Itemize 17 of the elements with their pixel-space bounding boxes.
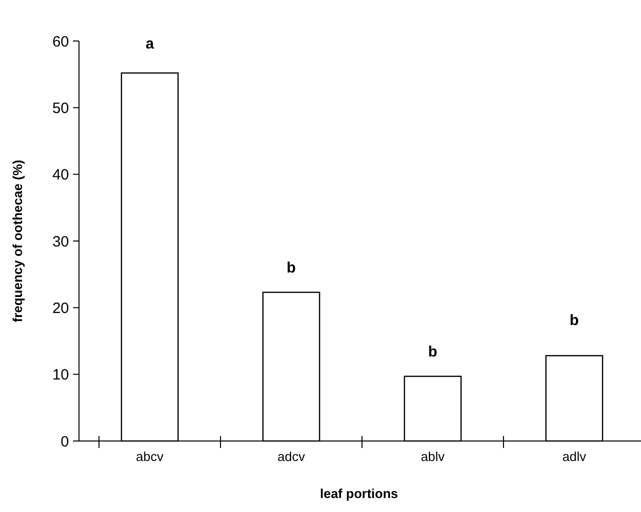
y-tick-label: 20 (52, 300, 69, 317)
x-tick-label: abcv (136, 449, 164, 464)
y-tick-label: 10 (52, 366, 69, 384)
y-tick-label: 40 (52, 166, 69, 184)
annotation: b (428, 344, 438, 361)
x-tick-label: ablv (420, 449, 446, 464)
y-axis-title: frequency of oothecae (%) (10, 160, 25, 322)
annotation: a (146, 35, 155, 52)
y-tick-label: 50 (52, 100, 69, 117)
y-tick-label: 0 (60, 433, 69, 450)
annotation: b (570, 312, 579, 329)
y-tick-label: 30 (52, 233, 69, 250)
x-axis-title: leaf portions (320, 486, 398, 501)
x-tick-label: adcv (278, 449, 306, 464)
annotation: b (286, 260, 296, 277)
x-tick-label: adlv (562, 449, 587, 464)
y-tick-label: 60 (52, 33, 69, 50)
